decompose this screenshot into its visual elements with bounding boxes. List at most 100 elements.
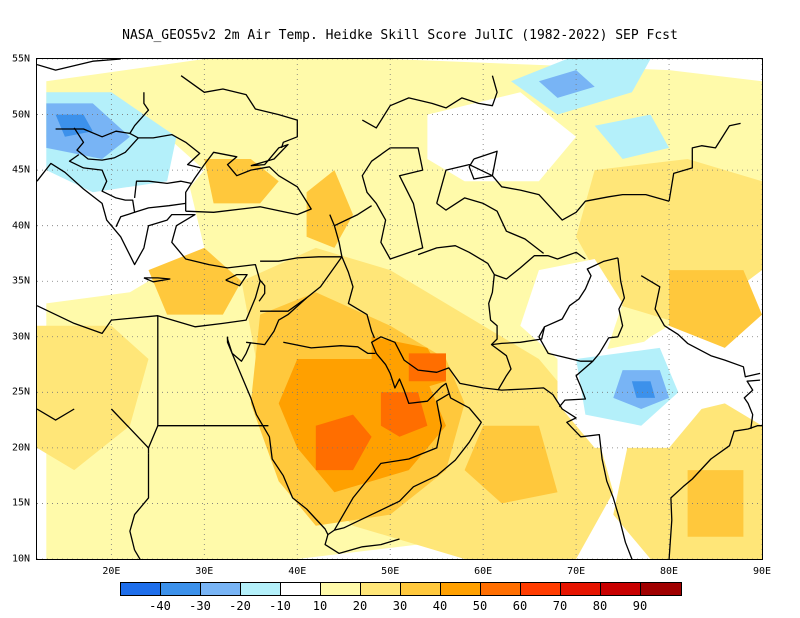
colorbar-swatch-8 — [441, 583, 481, 595]
lat-label-55: 55N — [11, 53, 30, 65]
skill-regions-layer — [37, 59, 762, 559]
coastline-4 — [361, 147, 424, 260]
border-13 — [334, 205, 372, 227]
colorbar-swatch-13 — [641, 583, 681, 595]
skill-score-map — [37, 59, 762, 559]
lat-label-40: 40N — [11, 220, 30, 232]
lon-label-70: 70E — [567, 566, 586, 577]
colorbar — [120, 582, 682, 596]
coastlines-layer — [37, 59, 762, 559]
colorbar-label-8: 50 — [472, 599, 488, 613]
skill-region-31 — [631, 381, 656, 398]
colorbar-swatch-4 — [281, 583, 321, 595]
border-30 — [134, 202, 186, 213]
border-21 — [436, 197, 544, 254]
skill-region-7 — [148, 247, 242, 315]
colorbar-swatch-10 — [521, 583, 561, 595]
colorbar-swatch-9 — [481, 583, 521, 595]
border-9 — [260, 214, 343, 262]
colorbar-label-2: -20 — [229, 599, 251, 613]
border-16 — [491, 257, 619, 346]
skill-region-8 — [306, 170, 353, 248]
border-31 — [133, 180, 192, 198]
border-8 — [258, 278, 266, 302]
lat-label-10: 10N — [11, 553, 30, 565]
colorbar-swatch-7 — [401, 583, 441, 595]
map-title: NASA_GEOS5v2 2m Air Temp. Heidke Skill S… — [122, 28, 678, 43]
lat-label-35: 35N — [11, 275, 30, 287]
skill-region-16 — [380, 392, 428, 437]
lon-label-40: 40E — [288, 566, 307, 577]
coastline-2 — [185, 151, 312, 216]
colorbar-swatch-5 — [321, 583, 361, 595]
lon-label-20: 20E — [102, 566, 121, 577]
skill-region-2 — [37, 325, 149, 471]
colorbar-label-11: 80 — [592, 599, 608, 613]
lat-label-50: 50N — [11, 109, 30, 121]
colorbar-swatch-6 — [361, 583, 401, 595]
colorbar-swatch-1 — [161, 583, 201, 595]
lon-label-60: 60E — [474, 566, 493, 577]
border-22 — [436, 163, 670, 221]
lat-label-45: 45N — [11, 164, 30, 176]
border-2 — [110, 408, 150, 454]
colorbar-swatch-2 — [201, 583, 241, 595]
border-4 — [134, 549, 141, 559]
coastline-6 — [226, 336, 633, 559]
skill-region-18 — [520, 259, 623, 359]
coastline-0 — [37, 59, 121, 71]
border-3 — [129, 453, 150, 551]
border-23 — [668, 122, 741, 202]
skill-region-26 — [594, 114, 670, 159]
colorbar-label-1: -30 — [189, 599, 211, 613]
borders-layer — [37, 75, 761, 559]
skill-region-11 — [687, 470, 744, 537]
coastline-1 — [37, 162, 261, 335]
border-7 — [260, 297, 307, 312]
lon-label-50: 50E — [381, 566, 400, 577]
colorbar-label-7: 40 — [432, 599, 448, 613]
colorbar-label-4: 10 — [312, 599, 328, 613]
coastline-11 — [225, 273, 248, 287]
skill-region-15 — [315, 414, 372, 471]
lon-label-90: 90E — [752, 566, 772, 577]
map-frame — [36, 58, 763, 560]
border-20 — [743, 379, 761, 430]
colorbar-label-9: 60 — [512, 599, 528, 613]
lat-label-30: 30N — [11, 331, 30, 343]
border-15 — [488, 274, 512, 391]
coastline-8 — [324, 534, 400, 555]
lon-label-80: 80E — [660, 566, 679, 577]
colorbar-label-10: 70 — [552, 599, 568, 613]
skill-region-17 — [408, 353, 446, 382]
skill-region-22 — [46, 225, 112, 282]
colorbar-label-6: 30 — [392, 599, 408, 613]
skill-region-19 — [427, 92, 577, 182]
colorbar-label-3: -10 — [269, 599, 291, 613]
lat-label-15: 15N — [11, 497, 30, 509]
colorbar-swatch-11 — [561, 583, 601, 595]
border-28 — [73, 127, 139, 161]
border-29 — [68, 154, 136, 228]
colorbar-swatch-3 — [241, 583, 281, 595]
colorbar-label-12: 90 — [632, 599, 648, 613]
border-6 — [246, 256, 343, 346]
border-10 — [341, 256, 375, 339]
lat-label-20: 20N — [11, 442, 30, 454]
border-5 — [37, 408, 75, 421]
lon-label-30: 30E — [195, 566, 214, 577]
border-18 — [592, 257, 626, 362]
coastline-7 — [226, 336, 252, 362]
border-24 — [361, 75, 498, 129]
lat-label-25: 25N — [11, 386, 30, 398]
colorbar-swatch-12 — [601, 583, 641, 595]
coastline-10 — [143, 277, 171, 283]
skill-region-12 — [464, 425, 558, 504]
skill-region-10 — [669, 270, 762, 348]
border-26 — [129, 92, 201, 169]
border-14 — [417, 245, 586, 280]
border-19 — [640, 275, 761, 378]
border-25 — [180, 75, 298, 149]
colorbar-label-0: -40 — [149, 599, 171, 613]
colorbar-swatch-0 — [121, 583, 161, 595]
